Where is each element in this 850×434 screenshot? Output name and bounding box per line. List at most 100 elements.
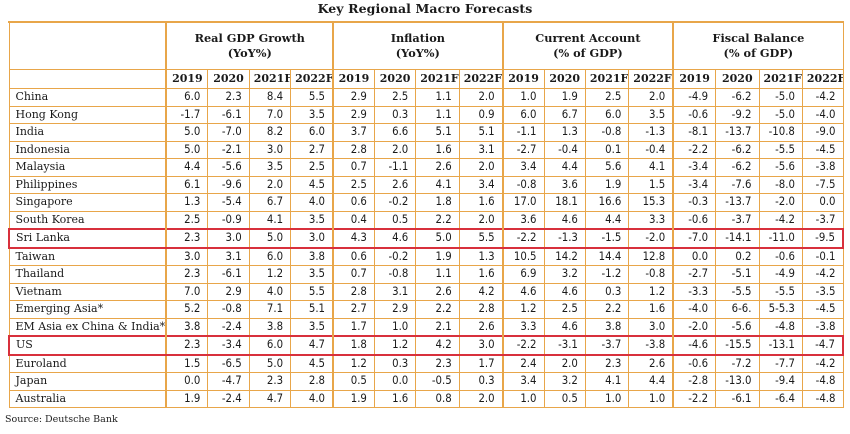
value-cell: -4.8 xyxy=(801,389,844,408)
value-cell: -5.6 xyxy=(758,158,803,177)
value-cell: 16.6 xyxy=(584,193,630,212)
value-cell: -3.7 xyxy=(715,210,760,230)
table-row: Philippines 6.1 -9.6 2.0 4.5 2.5 2.6 4.1 3.4 -0.8… xyxy=(8,175,844,194)
value-cell: 7.0 xyxy=(165,282,209,301)
value-cell: 1.5 xyxy=(165,354,209,373)
value-cell: 3.0 xyxy=(290,228,334,249)
value-cell: 0.3 xyxy=(458,372,504,391)
value-cell: 2.6 xyxy=(415,158,460,177)
value-cell: 1.1 xyxy=(415,105,460,124)
value-cell: -0.6 xyxy=(672,354,717,373)
value-cell: 2.0 xyxy=(458,158,504,177)
value-cell: -6.2 xyxy=(715,158,760,177)
table-row: China 6.0 2.3 8.4 5.5 2.9 2.5 1.1 2.0 1.0 1.9 2.5 2.… xyxy=(8,88,844,107)
value-cell: 5.6 xyxy=(584,158,630,177)
value-cell: -4.8 xyxy=(801,372,844,391)
value-cell: -6.1 xyxy=(715,389,760,408)
group-header-inflation-unit: (YoY%) xyxy=(395,46,440,60)
value-cell: 1.6 xyxy=(458,193,504,212)
value-cell: 2.3 xyxy=(248,372,292,391)
value-cell: 4.6 xyxy=(501,282,545,301)
value-cell: 2.6 xyxy=(628,354,674,373)
value-cell: -0.8 xyxy=(373,265,417,284)
value-cell: 4.4 xyxy=(543,158,586,177)
value-cell: -4.7 xyxy=(207,372,250,391)
table-row: EM Asia ex China & India* 3.8 -2.4 3.8 3.5 1.… xyxy=(8,317,844,337)
value-cell: 1.7 xyxy=(332,317,375,337)
country-cell: South Korea xyxy=(8,210,167,230)
value-cell: -0.2 xyxy=(373,193,417,212)
highlighted-table-row: Sri Lanka 2.3 3.0 5.0 3.0 4.3 4.6 5.0 5.5 -2.2 -1.… xyxy=(7,228,844,249)
country-cell: Singapore xyxy=(8,193,167,212)
value-cell: -15.5 xyxy=(715,335,760,356)
group-header-gdp-unit: (YoY%) xyxy=(227,46,272,60)
value-cell: -0.4 xyxy=(628,140,674,159)
value-cell: -5.1 xyxy=(715,265,760,284)
value-cell: 3.4 xyxy=(501,158,545,177)
value-cell: 3.3 xyxy=(628,210,674,230)
value-cell: -2.4 xyxy=(207,317,250,337)
value-cell: -4.5 xyxy=(801,140,844,159)
value-cell: 3.2 xyxy=(543,372,586,391)
value-cell: -5.5 xyxy=(758,282,803,301)
value-cell: 2.7 xyxy=(332,300,375,319)
value-cell: 5.0 xyxy=(415,228,460,249)
value-cell: -1.2 xyxy=(584,265,630,284)
value-cell: 2.3 xyxy=(415,354,460,373)
value-cell: 1.8 xyxy=(332,335,375,356)
value-cell: 4.1 xyxy=(415,175,460,194)
value-cell: -5.5 xyxy=(715,282,760,301)
country-cell: Australia xyxy=(8,389,167,408)
value-cell: -3.4 xyxy=(672,175,717,194)
value-cell: -2.0 xyxy=(758,193,803,212)
value-cell: 6-6. xyxy=(715,300,760,319)
value-cell: -0.8 xyxy=(207,300,250,319)
value-cell: 3.3 xyxy=(501,317,545,337)
value-cell: -5.6 xyxy=(207,158,250,177)
value-cell: 6.0 xyxy=(248,247,292,266)
value-cell: 1.0 xyxy=(584,389,630,408)
value-cell: 7.1 xyxy=(248,300,292,319)
value-cell: 5.1 xyxy=(458,123,504,142)
value-cell: 5.0 xyxy=(165,140,209,159)
value-cell: 2.0 xyxy=(458,88,504,107)
country-cell: Philippines xyxy=(8,175,167,194)
value-cell: 1.9 xyxy=(543,88,586,107)
value-cell: 4.6 xyxy=(373,228,417,249)
value-cell: -9.4 xyxy=(758,372,803,391)
value-cell: 2.8 xyxy=(332,282,375,301)
value-cell: -7.2 xyxy=(715,354,760,373)
value-cell: -3.7 xyxy=(801,210,844,230)
table-row: Thailand 2.3 -6.1 1.2 3.5 0.7 -0.8 1.1 1.6 6.9 3.2… xyxy=(8,265,844,284)
value-cell: 2.1 xyxy=(415,317,460,337)
value-cell: 2.3 xyxy=(165,265,209,284)
value-cell: 0.2 xyxy=(715,247,760,266)
value-cell: 4.7 xyxy=(290,335,334,356)
value-cell: -3.1 xyxy=(543,335,586,356)
value-cell: -3.4 xyxy=(207,335,250,356)
value-cell: 4.4 xyxy=(628,372,674,391)
value-cell: 3.0 xyxy=(248,140,292,159)
value-cell: -4.6 xyxy=(672,335,717,356)
group-header-gdp: Real GDP Growth (YoY%) xyxy=(165,21,334,70)
value-cell: 1.0 xyxy=(501,389,545,408)
value-cell: 0.0 xyxy=(672,247,717,266)
value-cell: 6.7 xyxy=(248,193,292,212)
value-cell: -2.2 xyxy=(672,389,717,408)
value-cell: 0.7 xyxy=(332,158,375,177)
value-cell: -2.2 xyxy=(672,140,717,159)
value-cell: 5-5.3 xyxy=(758,300,803,319)
value-cell: 3.0 xyxy=(165,247,209,266)
value-cell: 1.2 xyxy=(373,335,417,356)
value-cell: -0.1 xyxy=(801,247,844,266)
value-cell: -2.1 xyxy=(207,140,250,159)
value-cell: 8.2 xyxy=(248,123,292,142)
year-header-cell: 2019 xyxy=(672,69,717,89)
value-cell: 0.0 xyxy=(165,372,209,391)
table-row: Euroland 1.5 -6.5 5.0 4.5 1.2 0.3 2.3 1.7 2.4 2.0 2… xyxy=(8,354,844,373)
value-cell: 6.0 xyxy=(501,105,545,124)
forecast-table: Real GDP Growth (YoY%) Inflation (YoY%) … xyxy=(7,21,844,408)
value-cell: 4.6 xyxy=(543,317,586,337)
value-cell: 3.5 xyxy=(628,105,674,124)
value-cell: -1.5 xyxy=(584,228,630,249)
